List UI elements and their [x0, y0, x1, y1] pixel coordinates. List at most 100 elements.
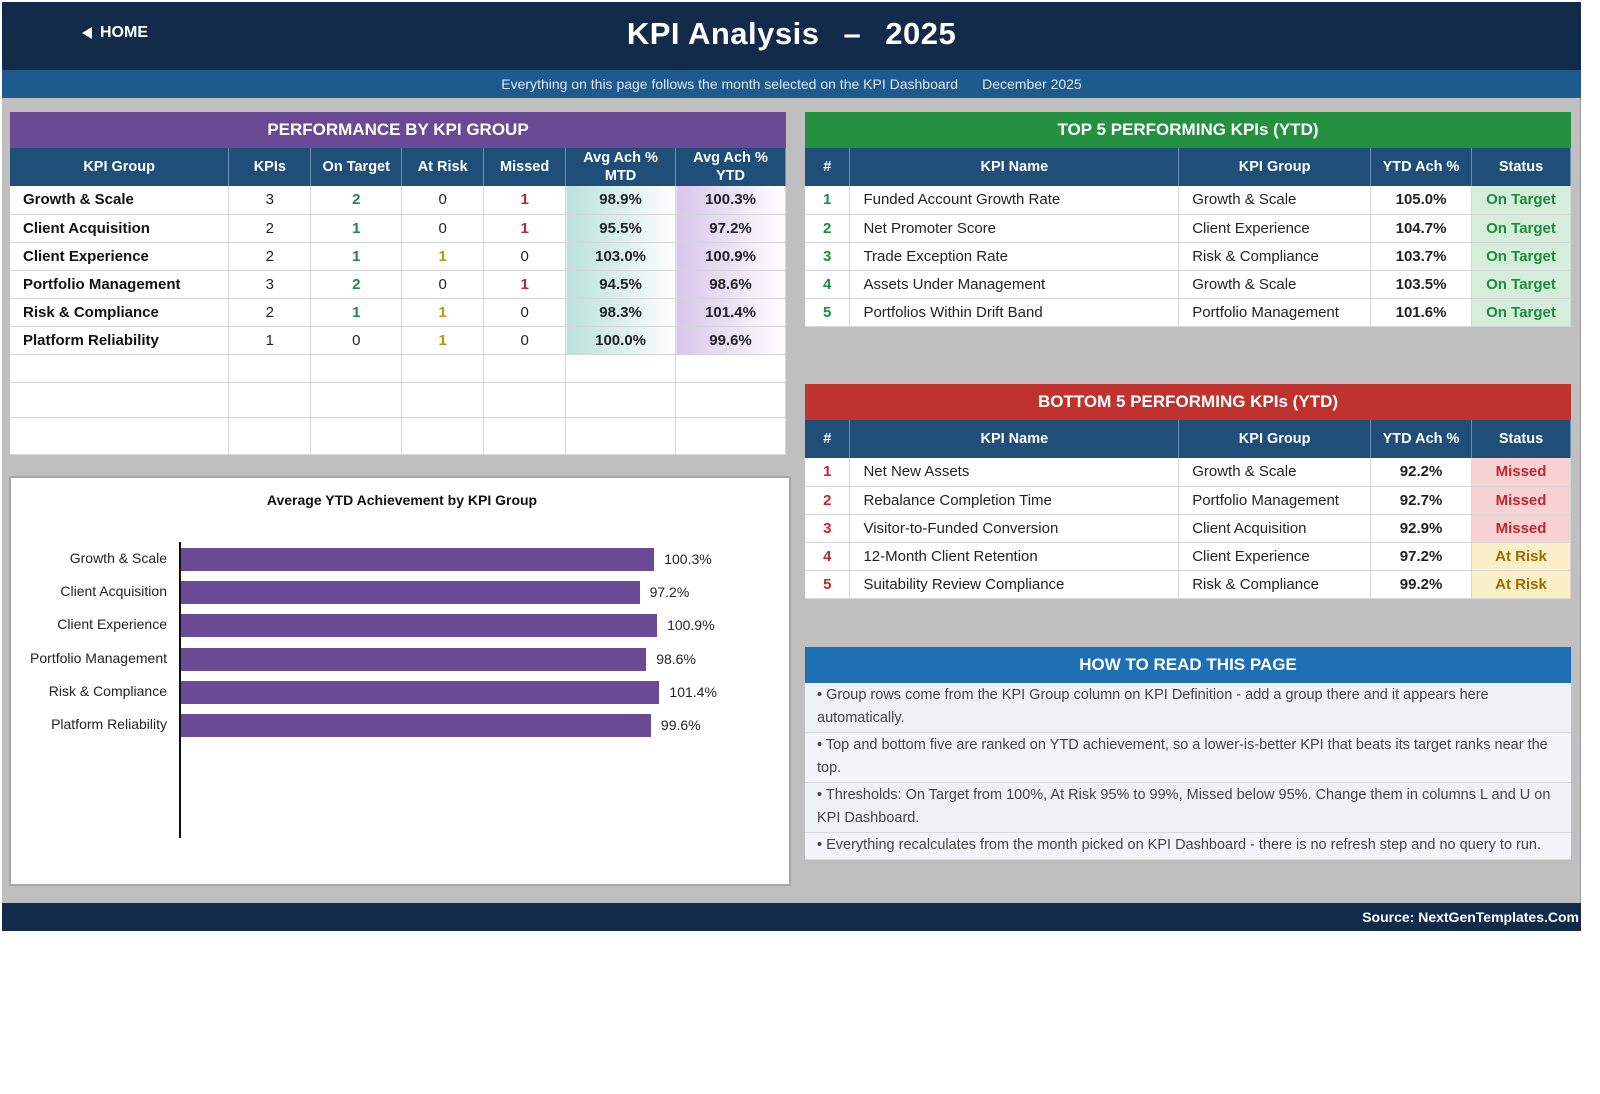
missed-cell: 0 — [483, 298, 567, 327]
table-row: 3 Visitor-to-Funded Conversion Client Acqu… — [805, 514, 1571, 543]
ytd-ach-cell: 99.2% — [1370, 570, 1473, 599]
bottom5-title: BOTTOM 5 PERFORMING KPIs (YTD) — [805, 384, 1571, 420]
at-risk-cell: 0 — [401, 270, 485, 299]
bottom5-col-header: Status — [1471, 420, 1571, 458]
kpi-name-cell: 12-Month Client Retention — [849, 542, 1180, 571]
data-label: 100.3% — [664, 551, 712, 567]
empty-cell — [228, 354, 312, 383]
top5-table: # KPI Name KPI Group YTD Ach % Status 1 Funde… — [805, 148, 1571, 327]
table-row: Client Acquisition 2 1 0 1 95.5% 97.2% — [10, 214, 786, 243]
avg-ytd-cell: 98.6% — [675, 270, 786, 299]
avg-ytd-cell: 99.6% — [675, 326, 786, 355]
status-badge: At Risk — [1471, 542, 1571, 571]
howto-item: • Top and bottom five are ranked on YTD … — [805, 733, 1571, 783]
y-tick-label: Growth & Scale — [69, 550, 167, 566]
empty-cell — [483, 354, 567, 383]
avg-ytd-cell: 97.2% — [675, 214, 786, 243]
kpi-name-cell: Trade Exception Rate — [849, 242, 1180, 271]
empty-cell — [310, 417, 403, 455]
ytd-ach-cell: 97.2% — [1370, 542, 1473, 571]
top5-col-header: KPI Group — [1178, 148, 1372, 186]
empty-cell — [310, 354, 403, 383]
on-target-cell: 2 — [310, 186, 403, 215]
back-triangle-icon — [82, 27, 92, 39]
status-badge: Missed — [1471, 514, 1571, 543]
group-table: KPI Group KPIs On Target At Risk Missed Avg A… — [10, 148, 786, 455]
top5-col-header: KPI Name — [849, 148, 1180, 186]
missed-cell: 0 — [483, 242, 567, 271]
table-row: Platform Reliability 1 0 1 0 100.0% 99.6% — [10, 326, 786, 355]
empty-cell — [675, 417, 786, 455]
status-badge: Missed — [1471, 458, 1571, 487]
kpi-group-cell: Growth & Scale — [1178, 270, 1372, 299]
group-table-title: PERFORMANCE BY KPI GROUP — [10, 112, 786, 148]
y-tick-label: Risk & Compliance — [48, 682, 167, 699]
bottom5-col-header: # — [805, 420, 851, 458]
kpi-name-cell: Visitor-to-Funded Conversion — [849, 514, 1180, 543]
y-tick-label: Client Acquisition — [60, 583, 167, 600]
empty-cell — [565, 417, 677, 455]
on-target-cell: 1 — [310, 298, 403, 327]
source-credit: Source: NextGenTemplates.Com — [1362, 909, 1579, 925]
avg-mtd-cell: 94.5% — [565, 270, 677, 299]
empty-cell — [10, 354, 230, 383]
sub-banner-note: Everything on this page follows the mont… — [501, 76, 959, 92]
empty-row — [10, 417, 786, 455]
kpi-group-cell: Client Experience — [10, 242, 230, 271]
home-button[interactable]: HOME — [82, 24, 148, 42]
kpi-group-cell: Risk & Compliance — [10, 298, 230, 327]
table-row: 5 Suitability Review Compliance Risk & Com… — [805, 570, 1571, 599]
howto-list: • Group rows come from the KPI Group col… — [805, 683, 1571, 860]
rank-cell: 2 — [805, 486, 851, 515]
page-title: KPI Analysis –2025 — [2, 16, 1581, 52]
rank-cell: 1 — [805, 186, 851, 215]
kpi-count-cell: 2 — [228, 298, 312, 327]
group-table-col-header: KPI Group — [10, 148, 230, 186]
y-tick-label: Portfolio Management — [30, 649, 167, 666]
empty-cell — [228, 382, 312, 418]
kpi-name-cell: Portfolios Within Drift Band — [849, 298, 1180, 327]
rank-cell: 3 — [805, 514, 851, 543]
ytd-ach-cell: 103.5% — [1370, 270, 1473, 299]
table-row: 1 Funded Account Growth Rate Growth & Scal… — [805, 186, 1571, 215]
ytd-ach-cell: 92.2% — [1370, 458, 1473, 487]
kpi-name-cell: Assets Under Management — [849, 270, 1180, 299]
group-table-col-header: KPIs — [228, 148, 312, 186]
y-tick-label: Client Experience — [57, 616, 167, 633]
empty-cell — [10, 417, 230, 455]
ytd-ach-cell: 101.6% — [1370, 298, 1473, 327]
missed-cell: 1 — [483, 270, 567, 299]
rank-cell: 2 — [805, 214, 851, 243]
top5-col-header: Status — [1471, 148, 1571, 186]
kpi-group-cell: Portfolio Management — [10, 270, 230, 299]
status-badge: On Target — [1471, 298, 1571, 327]
status-badge: On Target — [1471, 270, 1571, 299]
avg-mtd-cell: 103.0% — [565, 242, 677, 271]
bar-5 — [181, 714, 651, 737]
bottom5-col-header: KPI Group — [1178, 420, 1372, 458]
data-label: 100.9% — [667, 617, 715, 634]
group-table-col-header: Avg Ach % YTD — [675, 148, 786, 186]
at-risk-cell: 1 — [401, 242, 485, 271]
sub-banner: Everything on this page follows the mont… — [2, 70, 1581, 98]
home-label: HOME — [100, 24, 148, 41]
on-target-cell: 1 — [310, 214, 403, 243]
bottom5-table: # KPI Name KPI Group YTD Ach % Status 1 Net N… — [805, 420, 1571, 599]
empty-cell — [483, 417, 567, 455]
empty-row — [10, 382, 786, 418]
bar-3 — [181, 647, 647, 671]
avg-mtd-cell: 95.5% — [565, 214, 677, 243]
empty-cell — [483, 382, 567, 418]
rank-cell: 4 — [805, 270, 851, 299]
table-row: 5 Portfolios Within Drift Band Portfolio M… — [805, 298, 1571, 327]
empty-cell — [565, 354, 677, 383]
data-label: 98.6% — [656, 650, 696, 667]
kpi-name-cell: Funded Account Growth Rate — [849, 186, 1180, 215]
kpi-name-cell: Suitability Review Compliance — [849, 570, 1180, 599]
at-risk-cell: 1 — [401, 326, 485, 355]
top5-col-header: # — [805, 148, 851, 186]
kpi-name-cell: Net Promoter Score — [849, 214, 1180, 243]
bottom5-col-header: KPI Name — [849, 420, 1180, 458]
bar-0 — [181, 548, 655, 571]
